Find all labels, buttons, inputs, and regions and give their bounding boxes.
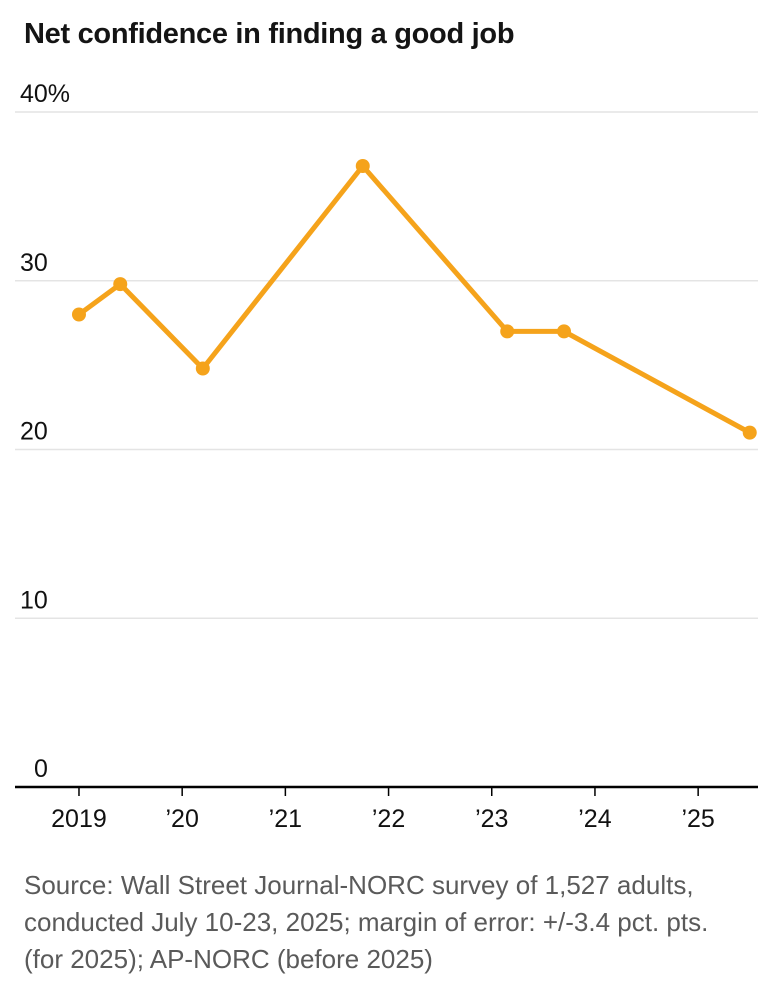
- y-tick-label: 20: [20, 418, 48, 446]
- data-point: [71, 307, 86, 322]
- y-tick-label: 10: [20, 587, 48, 615]
- data-point: [500, 324, 515, 339]
- line-chart: 0 10 20 30 40% 2019 ’20 ’21 ’22 ’23 ’24 ’25: [15, 80, 758, 833]
- x-tick-label: ’20: [165, 805, 198, 833]
- data-point: [195, 361, 210, 376]
- x-tick-label: ’25: [681, 805, 714, 833]
- data-point: [355, 159, 370, 174]
- x-tick-label: ’22: [372, 805, 405, 833]
- chart-card: Net confidence in finding a good job 0 10…: [0, 18, 774, 1000]
- data-point: [742, 425, 757, 440]
- x-tick-label: ’23: [475, 805, 508, 833]
- data-point: [113, 277, 128, 292]
- data-line: [76, 163, 753, 436]
- data-point: [556, 324, 571, 339]
- x-tick-label: ’21: [269, 805, 302, 833]
- chart-title: Net confidence in finding a good job: [24, 18, 515, 50]
- x-tick-label: ’24: [578, 805, 611, 833]
- y-tick-label: 0: [34, 755, 48, 783]
- x-tick-label: 2019: [51, 805, 107, 833]
- source-note: Source: Wall Street Journal-NORC survey …: [24, 870, 709, 975]
- y-tick-label: 40%: [20, 80, 70, 108]
- y-tick-label: 30: [20, 249, 48, 277]
